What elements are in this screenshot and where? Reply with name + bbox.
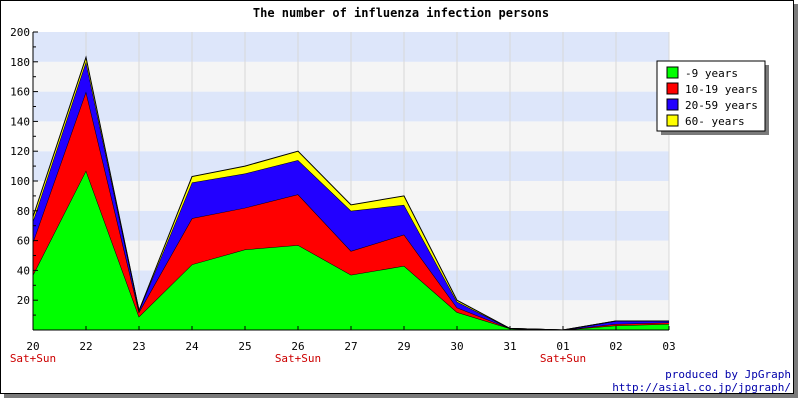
x-tick-sublabel: Sat+Sun [275, 352, 321, 365]
x-tick-label: 20 [26, 340, 39, 353]
y-tick-label: 120 [10, 145, 30, 158]
x-tick-label: 01 [556, 340, 569, 353]
y-tick-label: 200 [10, 26, 30, 39]
credit-link[interactable]: http://asial.co.jp/jpgraph/ [612, 381, 791, 394]
legend-label: -9 years [685, 67, 738, 80]
legend: -9 years 10-19 years 20-59 years 60- years [656, 60, 769, 135]
y-tick-label: 60 [17, 235, 30, 248]
y-tick-label: 140 [10, 115, 30, 128]
x-tick-label: 03 [662, 340, 675, 353]
area-series-1 [33, 170, 669, 330]
x-tick-label: 29 [397, 340, 410, 353]
x-tick-sublabel: Sat+Sun [10, 352, 56, 365]
legend-swatch [666, 98, 679, 111]
axes [32, 31, 670, 331]
x-tick-label: 02 [609, 340, 622, 353]
y-tick-label: 40 [17, 264, 30, 277]
y-tick-label: 100 [10, 175, 30, 188]
y-tick-label: 180 [10, 56, 30, 69]
legend-swatch [666, 82, 679, 95]
x-tick-label: 27 [344, 340, 357, 353]
credit-text: produced by JpGraph [665, 368, 791, 381]
y-tick-label: 80 [17, 205, 30, 218]
legend-swatch [666, 66, 679, 79]
y-tick-label: 20 [17, 294, 30, 307]
x-tick-label: 25 [238, 340, 251, 353]
legend-label: 10-19 years [685, 83, 758, 96]
legend-swatch [666, 114, 679, 127]
x-tick-sublabel: Sat+Sun [540, 352, 586, 365]
x-tick-label: 30 [450, 340, 463, 353]
y-tick-labels: 20 40 60 80 100 120 140 160 180 200 [10, 26, 30, 307]
x-tick-label: 26 [291, 340, 304, 353]
legend-label: 60- years [685, 115, 745, 128]
x-tick-label: 31 [503, 340, 516, 353]
chart-title: The number of influenza infection person… [253, 6, 549, 20]
x-tick-label: 22 [79, 340, 92, 353]
legend-label: 20-59 years [685, 99, 758, 112]
x-tick-label: 24 [185, 340, 199, 353]
chart-frame: 20 40 60 80 100 120 140 160 180 200 20 Sat+Sun 22 23… [0, 0, 794, 394]
y-tick-label: 160 [10, 86, 30, 99]
x-tick-label: 23 [132, 340, 145, 353]
